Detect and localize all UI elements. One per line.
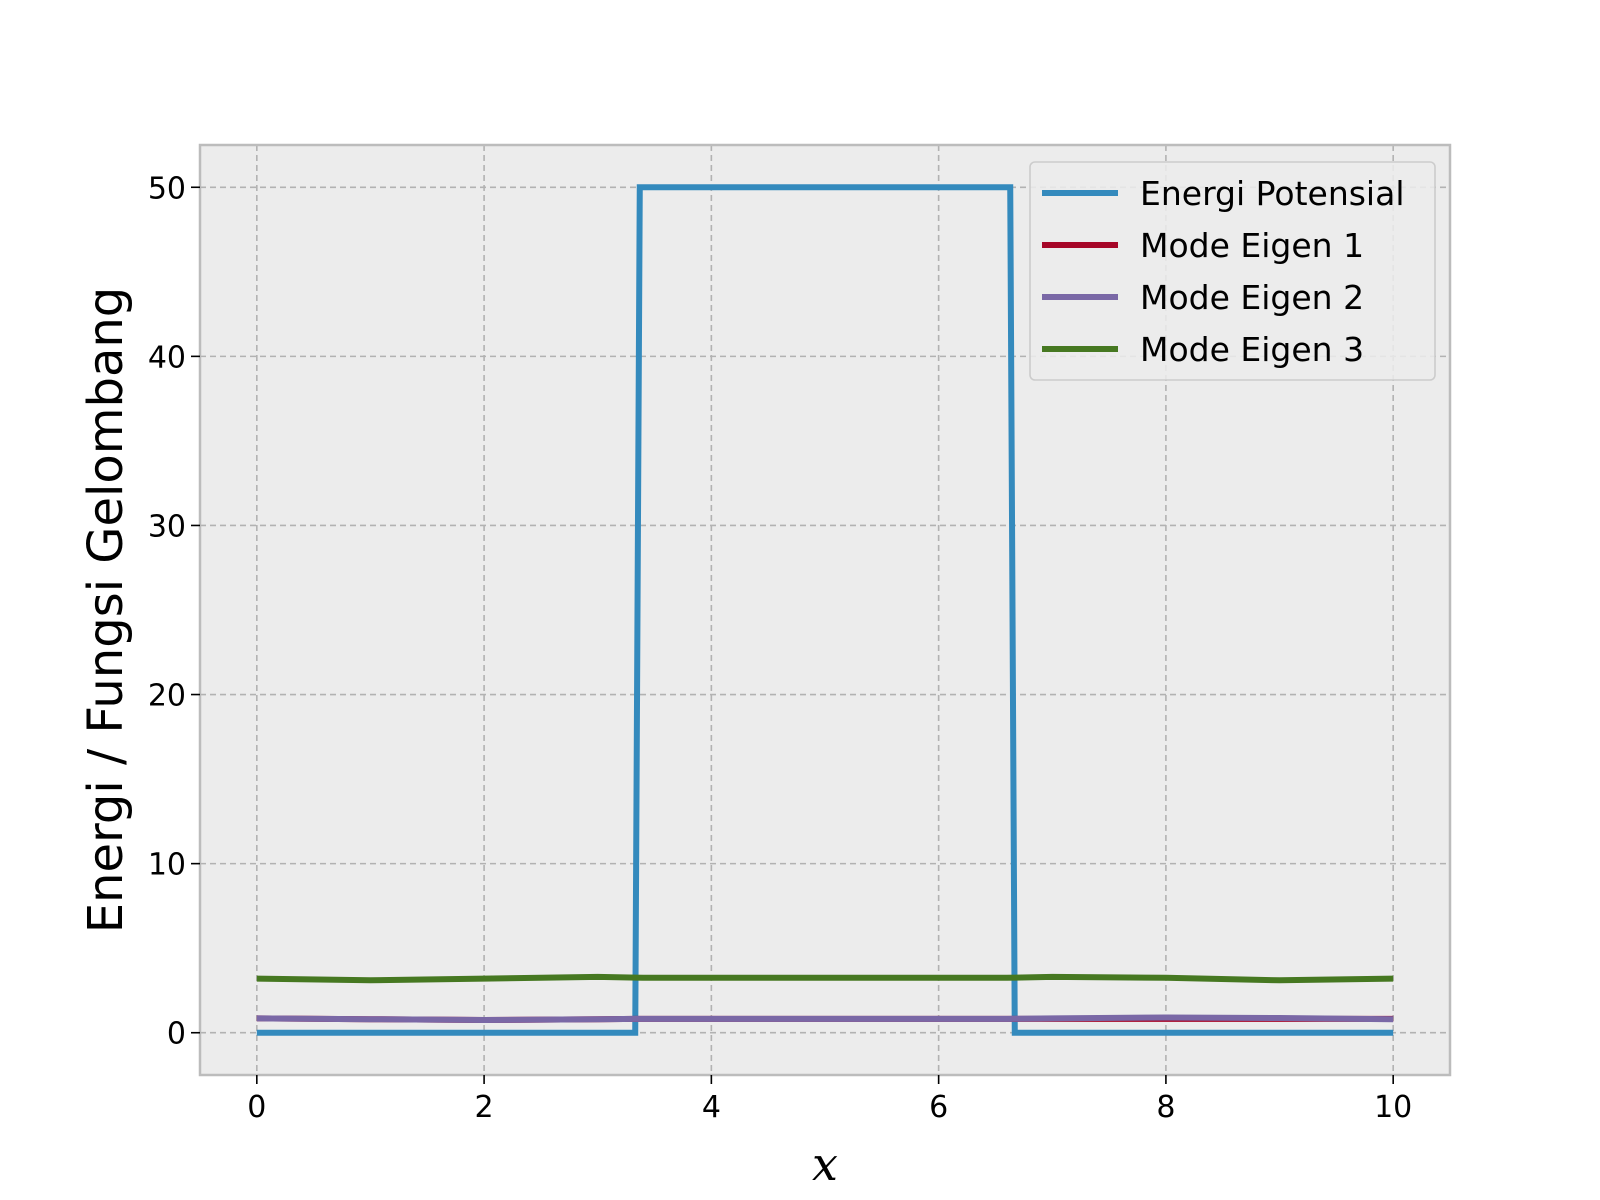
series-line-1 [256, 184, 1394, 1036]
x-tick-label: 10 [1374, 1090, 1412, 1125]
x-axis-label: x [812, 1137, 838, 1191]
y-tick-label: 20 [148, 679, 186, 714]
x-tick-label: 2 [475, 1090, 494, 1125]
y-tick-label: 0 [167, 1017, 186, 1052]
y-tick-label: 30 [148, 509, 186, 544]
x-tick-label: 8 [1156, 1090, 1175, 1125]
series-line-3 [256, 1014, 1394, 1024]
y-tick-label: 10 [148, 848, 186, 883]
tick-labels: 0 2 4 6 8 10 0 10 20 30 40 50 [148, 171, 1412, 1125]
legend-label: Energi Potensial [1140, 174, 1404, 213]
x-tick-label: 4 [702, 1090, 721, 1125]
y-tick-label: 40 [148, 340, 186, 375]
series-line-4 [256, 973, 1394, 984]
legend-label: Mode Eigen 2 [1140, 278, 1364, 317]
x-tick-label: 0 [247, 1090, 266, 1125]
legend-box [1029, 161, 1436, 381]
plot-frame [198, 143, 1452, 1077]
legend-label: Mode Eigen 1 [1140, 226, 1364, 265]
legend-label: Mode Eigen 3 [1140, 330, 1364, 369]
legend: Energi Potensial Mode Eigen 1 Mode Eigen 2… [1029, 161, 1436, 381]
x-tick-label: 6 [929, 1090, 948, 1125]
y-axis-label: Energi / Fungsi Gelombang [78, 287, 134, 934]
y-tick-label: 50 [148, 171, 186, 206]
series-layer [256, 184, 1394, 1036]
ticks [191, 186, 1394, 1084]
